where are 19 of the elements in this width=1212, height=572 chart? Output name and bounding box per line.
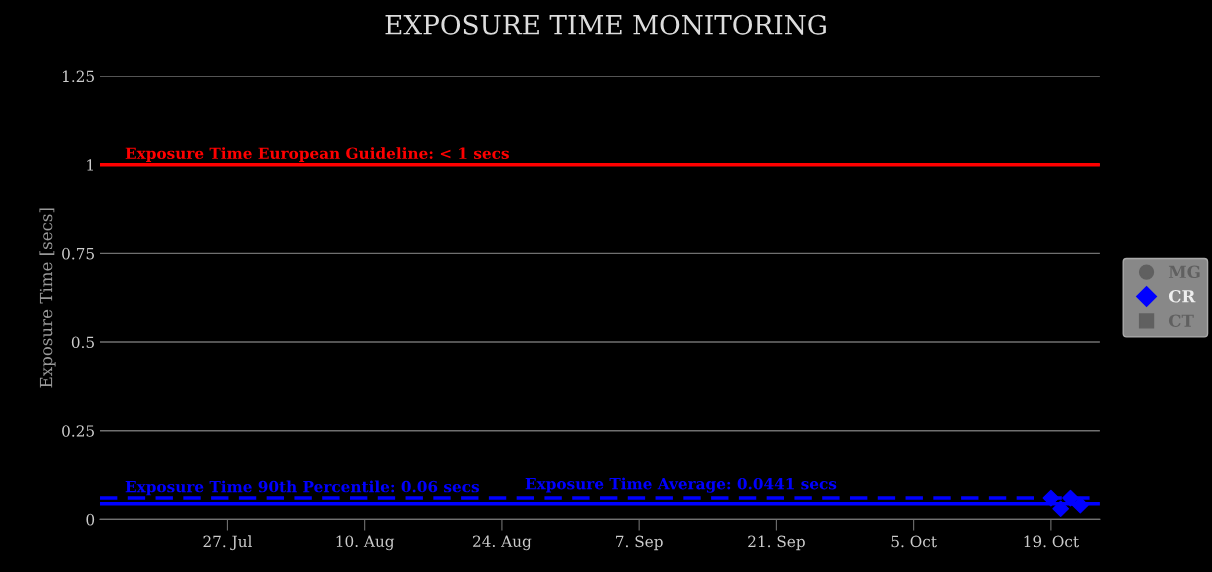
x-tick-label: 10. Aug <box>336 535 395 551</box>
ref-line-label: Exposure Time European Guideline: < 1 secs <box>125 147 509 162</box>
y-tick-label: 1 <box>87 159 93 171</box>
x-tick-label: 24. Aug <box>473 535 532 551</box>
x-tick-label: 21. Sep <box>748 535 805 551</box>
ref-line-label: Exposure Time 90th Percentile: 0.06 secs <box>125 480 479 496</box>
y-tick-label: 0.25 <box>62 425 94 437</box>
y-tick-label: 0.75 <box>62 247 94 260</box>
y-tick-label: 0 <box>86 513 95 526</box>
x-tick-label: 7. Sep <box>616 535 663 551</box>
legend-label: CR <box>1168 289 1196 303</box>
chart-title: EXPOSURE TIME MONITORING <box>385 14 826 35</box>
y-tick-label: 1.25 <box>62 70 94 83</box>
x-tick-label: 5. Oct <box>891 535 937 548</box>
x-tick-label: 19. Oct <box>1024 535 1079 548</box>
y-tick-label: 0.5 <box>71 336 94 349</box>
y-axis-title: Exposure Time [secs] <box>39 208 56 388</box>
ref-line-label: Exposure Time Average: 0.0441 secs <box>525 477 837 493</box>
x-tick-label: 27. Jul <box>203 535 252 551</box>
